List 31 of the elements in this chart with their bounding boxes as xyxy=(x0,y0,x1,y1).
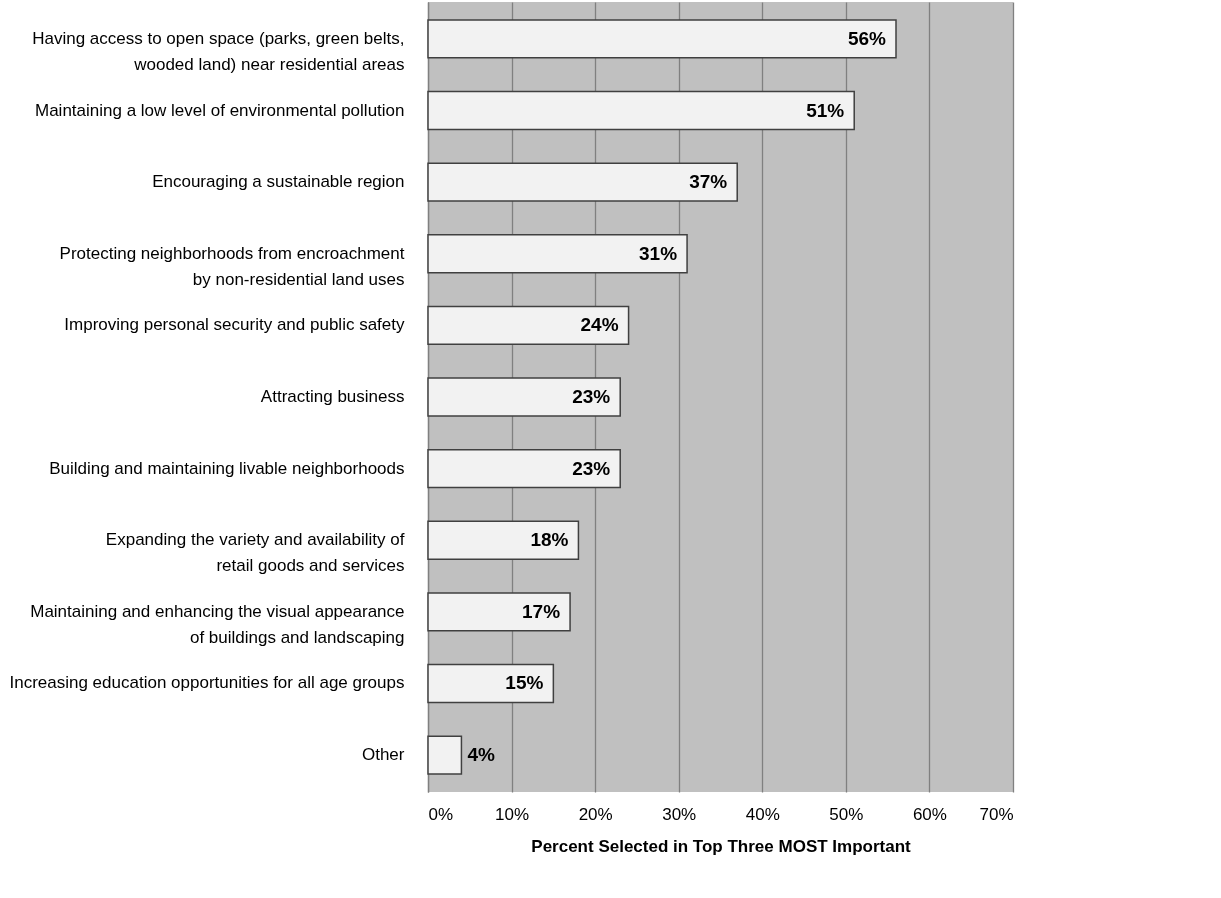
x-tick-label: 60% xyxy=(912,804,947,824)
data-label: 15% xyxy=(505,672,544,694)
data-label: 24% xyxy=(580,314,619,336)
x-tick-label: 70% xyxy=(979,804,1014,824)
y-tick-label: Improving personal security and public safety xyxy=(64,315,405,335)
data-label: 4% xyxy=(467,744,495,766)
y-tick-label: Attracting business xyxy=(260,387,405,406)
data-label: 31% xyxy=(639,242,678,264)
data-label: 37% xyxy=(689,171,728,193)
y-tick-label: Encouraging a sustainable region xyxy=(152,172,405,192)
y-tick-label: Expanding the variety and availability of retail goods and services xyxy=(105,530,405,576)
y-tick-label: Having access to open space (parks, green belts, wooded land) near residential areas xyxy=(32,28,405,74)
y-tick-label: Maintaining a low level of environmental pollution xyxy=(35,100,405,120)
x-tick-label: 0% xyxy=(428,804,454,824)
data-label: 23% xyxy=(572,386,611,407)
data-label: 18% xyxy=(530,529,569,551)
x-tick-label: 20% xyxy=(578,804,613,824)
x-tick-label: 10% xyxy=(495,804,530,824)
y-tick-label: Maintaining and enhancing the visual appearance of buildings and landscaping xyxy=(30,601,405,647)
x-axis-title: Percent Selected in Top Three MOST Important xyxy=(531,836,912,856)
data-label: 17% xyxy=(522,600,561,622)
data-label: 56% xyxy=(847,27,887,49)
data-label: 23% xyxy=(572,457,611,479)
y-tick-label: Protecting neighborhoods from encroachment by non-residential land uses xyxy=(59,243,405,289)
y-tick-label: Building and maintaining livable neighborhoods xyxy=(49,458,405,478)
y-tick-label: Other xyxy=(361,745,405,765)
data-label: 51% xyxy=(806,99,845,121)
x-tick-label: 30% xyxy=(662,804,697,824)
x-tick-label: 50% xyxy=(829,804,864,824)
x-tick-label: 40% xyxy=(745,804,780,824)
y-tick-label: Increasing education opportunities for all age groups xyxy=(9,673,405,693)
